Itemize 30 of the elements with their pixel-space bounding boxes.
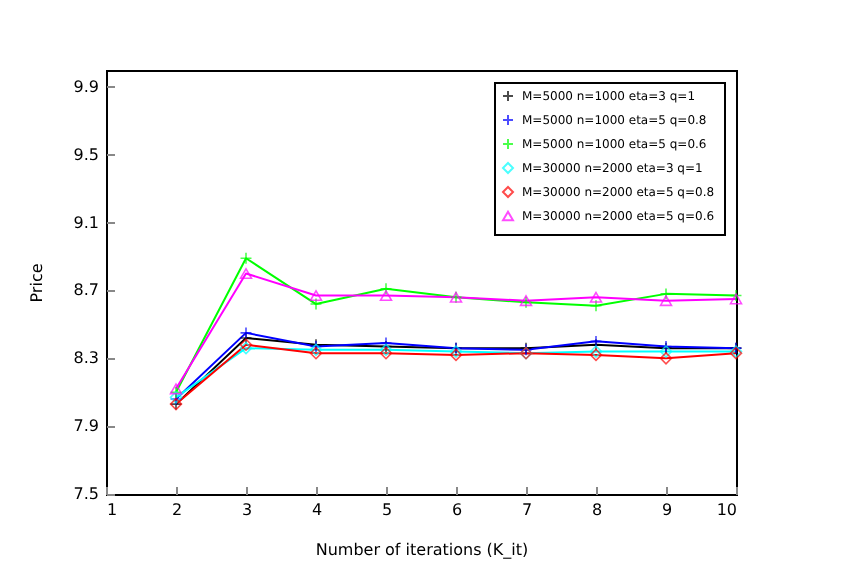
point: [589, 299, 603, 313]
x-tick-label: 5: [381, 501, 393, 519]
x-tick-label: 9: [661, 501, 673, 519]
y-tick-label: 8.7: [73, 281, 99, 300]
point: [239, 326, 253, 340]
x-tick-label: 6: [451, 501, 463, 519]
point: [379, 282, 393, 296]
y-tick-label: 9.5: [73, 145, 99, 164]
point: [659, 352, 673, 365]
point: [379, 290, 393, 302]
y-tick-label: 7.5: [73, 485, 99, 503]
point: [309, 290, 323, 302]
x-axis-title: Number of iterations (K_it): [315, 541, 529, 559]
y-tick-label: 8.3: [73, 349, 99, 368]
x-tick-label: 1: [107, 501, 118, 519]
y-tick-label: 9.9: [73, 77, 99, 96]
point: [239, 251, 253, 265]
x-tick-label: 10: [716, 501, 737, 519]
x-tick-label: 8: [591, 501, 603, 519]
x-tick-label: 4: [311, 501, 323, 519]
y-tick-label: 7.9: [73, 417, 99, 436]
x-tick-label: 2: [171, 501, 183, 519]
point: [659, 295, 673, 307]
point: [239, 267, 253, 280]
y-tick-label: 9.1: [73, 213, 99, 232]
x-tick-label: 7: [521, 501, 533, 519]
y-axis-title: Price: [27, 263, 46, 303]
point: [309, 297, 323, 311]
x-tick-label: 3: [241, 501, 253, 519]
point: [589, 291, 603, 303]
